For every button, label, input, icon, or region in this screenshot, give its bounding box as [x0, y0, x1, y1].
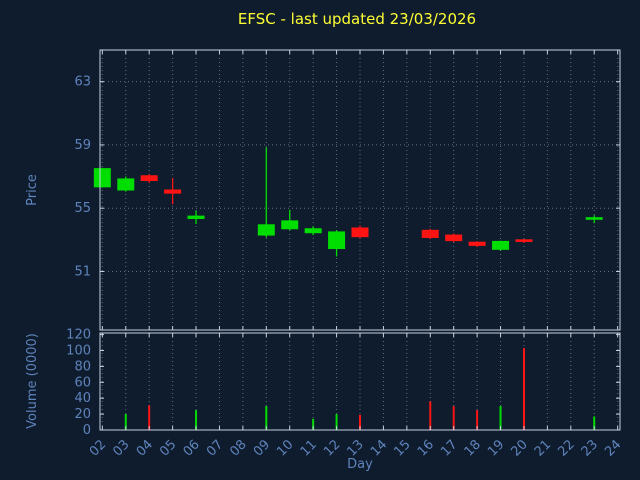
candle-body — [93, 168, 111, 188]
tick-label: 59 — [74, 138, 91, 153]
candle-body — [421, 229, 439, 238]
tick-label: 55 — [74, 201, 91, 216]
candle-body — [187, 215, 205, 219]
tick-label: 100 — [66, 343, 91, 358]
candle-body — [445, 234, 463, 242]
tick-label: 120 — [66, 328, 91, 343]
candle-body — [585, 217, 603, 220]
candle-body — [281, 220, 299, 230]
price-axis-label: Price — [25, 174, 40, 206]
x-axis-label: Day — [347, 457, 373, 472]
candle-body — [140, 175, 158, 182]
candle-body — [117, 178, 135, 191]
candle-body — [468, 241, 486, 246]
tick-label: 20 — [74, 407, 91, 422]
grid-lines — [100, 50, 620, 430]
tick-label: 40 — [74, 391, 91, 406]
tick-label: 51 — [74, 264, 91, 279]
candle-body — [164, 189, 182, 194]
tick-label: 60 — [74, 375, 91, 390]
candle-body — [515, 239, 533, 242]
candlestick-series — [93, 147, 603, 257]
chart-title: EFSC - last updated 23/03/2026 — [238, 10, 476, 28]
candle-body — [351, 227, 369, 238]
axis-ticks — [100, 50, 620, 431]
candle-body — [304, 228, 322, 234]
candle-body — [492, 240, 510, 250]
candle-body — [257, 224, 275, 236]
candle-body — [328, 231, 346, 250]
tick-label: 80 — [74, 359, 91, 374]
tick-label: 0 — [83, 423, 91, 438]
volume-axis-label: Volume (0000) — [25, 333, 40, 429]
tick-label: 63 — [74, 75, 91, 90]
